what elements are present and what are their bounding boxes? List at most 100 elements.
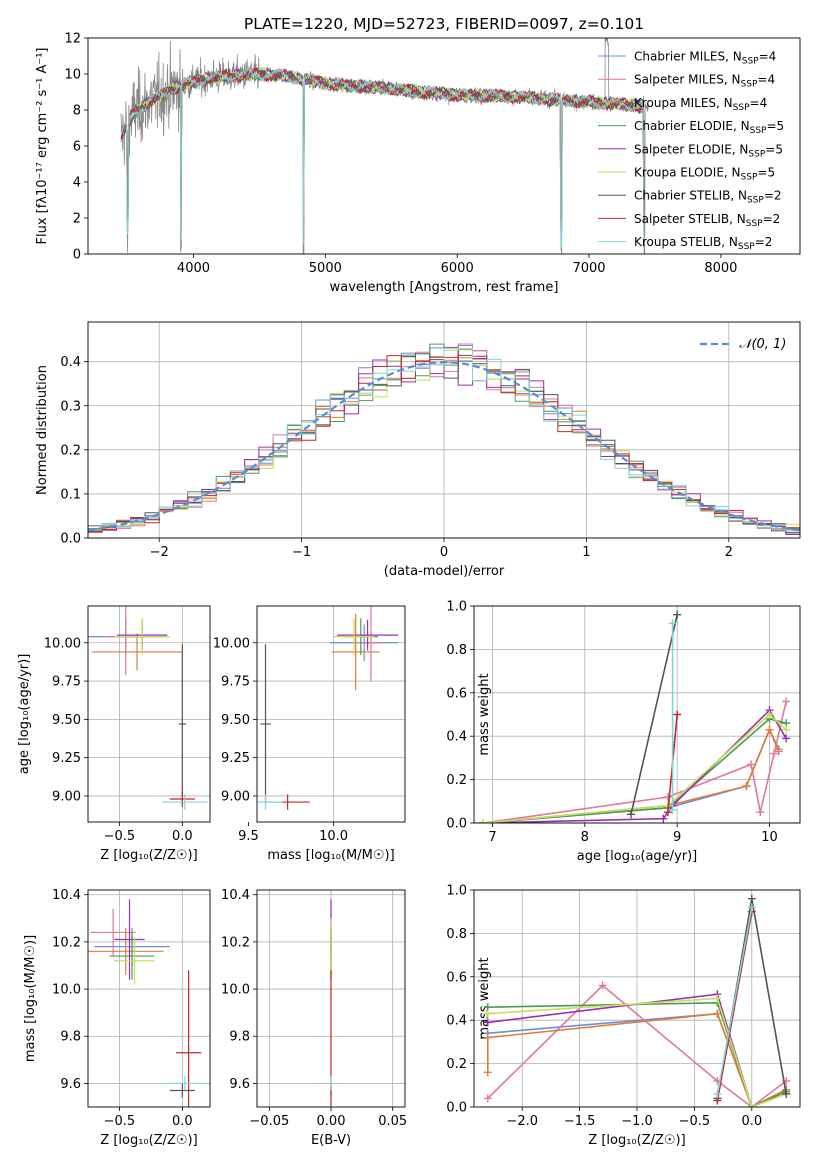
model-spectrum-line <box>120 66 645 242</box>
mass_weight_vs_Z-ytick-label: 0.2 <box>446 1057 467 1072</box>
figure-title: PLATE=1220, MJD=52723, FIBERID=0097, z=0… <box>244 15 644 33</box>
age_vs_mass-xtick-label: 10.0 <box>319 829 348 844</box>
mass-weight-marker <box>713 1089 722 1098</box>
residuals-xtick-label: 1 <box>582 545 590 560</box>
residuals-xtick-label: 0 <box>440 545 448 560</box>
mass-weight-marker <box>483 1068 492 1077</box>
mass-weight-marker <box>782 734 791 743</box>
mass_vs_Z-ytick-label: 9.6 <box>60 1077 81 1092</box>
mass_vs_Z-frame <box>87 889 211 1108</box>
spectrum-panel: 4000 5000 6000 7000 8000 0 2 4 6 8 10 12 wavelength … <box>35 32 801 295</box>
mass_weight_vs_age-ylabel: mass weight <box>477 673 492 755</box>
residuals-ylabel: Normed distribution <box>35 365 50 495</box>
age_vs_Z-ylabel: age [log₁₀(age/yr)] <box>17 654 32 775</box>
mass_weight_vs_age-ytick-label: 0.0 <box>446 817 467 832</box>
mass-weight-line <box>716 907 753 1095</box>
mass-weight-line <box>716 911 753 1101</box>
age_vs_mass-ytick-label: 9.00 <box>221 789 250 804</box>
spectrum-ytick-label: 0 <box>73 248 81 263</box>
spectrum-plot-area <box>120 38 649 254</box>
legend-entry: Salpeter ELODIE, NSSP=5 <box>634 142 783 159</box>
spectrum-frame <box>87 37 801 255</box>
residuals-xtick-label: −1 <box>292 545 311 560</box>
legend-entry: Chabrier STELIB, NSSP=2 <box>634 189 782 206</box>
mass-weight-marker <box>782 697 791 706</box>
mass_vs_ebv-xlabel: E(B-V) <box>311 1133 351 1148</box>
mass_weight_vs_age-panel: 7 8 9 10 0.0 0.2 0.4 0.6 0.8 1.0 age [log₁₀(age/yr… <box>446 600 801 864</box>
mass-weight-marker <box>742 782 751 791</box>
mass_vs_Z-ytick-label: 10.2 <box>52 935 81 950</box>
mass_weight_vs_Z-xlabel: Z [log₁₀(Z/Z☉)] <box>588 1133 685 1148</box>
spectrum-ytick-label: 10 <box>64 68 81 83</box>
age_vs_mass-frame <box>256 605 406 823</box>
mass-weight-marker <box>673 610 682 619</box>
mass_weight_vs_Z-ytick-label: 0.4 <box>446 1014 467 1029</box>
mass-weight-marker <box>668 805 677 814</box>
mass-weight-marker <box>774 747 783 756</box>
mass-weight-marker <box>668 619 677 628</box>
observed-spectrum-line <box>120 38 649 254</box>
mass_vs_Z-ytick-label: 10.0 <box>52 983 81 998</box>
mass-weight-line <box>483 708 787 823</box>
mass_vs_ebv-panel: −0.05 0.00 0.05 9.6 9.8 10.0 10.2 10.4 E(B-V) <box>221 888 407 1148</box>
mass-weight-marker <box>747 760 756 769</box>
mass_weight_vs_Z-xtick-label: 0.0 <box>741 1114 762 1129</box>
mass_vs_Z-plot-area <box>88 899 204 1107</box>
residuals-xtick-label: 2 <box>725 545 733 560</box>
mass_vs_ebv-xtick-label: 0.05 <box>378 1114 407 1129</box>
mass_weight_vs_Z-frame <box>473 889 801 1108</box>
legend-entry: Kroupa STELIB, NSSP=2 <box>634 235 772 252</box>
mass-weight-marker <box>483 1094 492 1103</box>
mass_vs_ebv-ytick-label: 10.4 <box>221 888 250 903</box>
age_vs_Z-ytick-label: 9.50 <box>52 713 81 728</box>
mass_weight_vs_Z-xtick-label: −1.5 <box>564 1114 596 1129</box>
mass-weight-marker <box>626 810 635 819</box>
legend-entry: Chabrier MILES, NSSP=4 <box>634 50 776 67</box>
mass_weight_vs_Z-ytick-label: 1.0 <box>446 884 467 899</box>
legend-entry: Kroupa MILES, NSSP=4 <box>634 96 767 113</box>
mass-weight-marker <box>765 710 774 719</box>
mass-weight-line <box>487 997 787 1107</box>
normal-reference-curve <box>88 360 800 532</box>
legend-entry: Chabrier ELODIE, NSSP=5 <box>634 119 784 136</box>
age_vs_Z-plot-area <box>88 606 208 810</box>
mass_weight_vs_Z-plot-area <box>483 894 791 1107</box>
mass-weight-marker <box>770 749 779 758</box>
mass-weight-line <box>483 701 787 823</box>
mass_weight_vs_Z-ylabel: mass weight <box>477 957 492 1039</box>
mass_vs_ebv-ytick-label: 9.8 <box>229 1030 250 1045</box>
residuals-ytick-label: 0.0 <box>60 532 81 547</box>
mass_weight_vs_age-xtick-label: 7 <box>488 830 496 845</box>
mass-weight-marker <box>483 1009 492 1018</box>
model-spectrum-line <box>120 67 645 249</box>
mass_weight_vs_Z-ytick-label: 0.8 <box>446 927 467 942</box>
mass_vs_ebv-ytick-label: 10.0 <box>221 983 250 998</box>
mass_vs_ebv-xtick-label: 0.00 <box>317 1114 346 1129</box>
mass-weight-marker <box>747 903 756 912</box>
residuals-ytick-label: 0.4 <box>60 355 81 370</box>
spectrum-xtick-label: 8000 <box>704 261 737 276</box>
residuals-frame <box>87 321 801 539</box>
age_vs_mass-xlabel: mass [log₁₀(M/M☉)] <box>267 848 394 863</box>
age_vs_Z-frame <box>87 605 211 823</box>
age_vs_mass-ytick-label: 9.75 <box>221 675 250 690</box>
mass-weight-marker <box>747 1103 756 1107</box>
mass_weight_vs_age-xlabel: age [log₁₀(age/yr)] <box>577 849 698 864</box>
mass-weight-line <box>483 717 787 823</box>
age_vs_mass-ytick-label: 9.25 <box>221 751 250 766</box>
legend-entry: Kroupa ELODIE, NSSP=5 <box>634 166 775 183</box>
age_vs_Z-ytick-label: 10.00 <box>44 636 81 651</box>
mass-weight-marker <box>673 710 682 719</box>
mass-weight-marker <box>483 1018 492 1027</box>
mass_weight_vs_Z-ytick-label: 0.6 <box>446 970 467 985</box>
residuals-xlabel: (data-model)/error <box>384 564 505 579</box>
mass_weight_vs_Z-panel: −2.0 −1.5 −1.0 −0.5 0.0 0.0 0.2 0.4 0.6 0.8 1.0 Z [… <box>446 884 801 1148</box>
mass_vs_Z-xtick-label: 0.0 <box>172 1114 193 1129</box>
age_vs_Z-ytick-label: 9.75 <box>52 675 81 690</box>
age_vs_Z-panel: −0.5 0.0 9.00 9.25 9.50 9.75 10.00 Z [log₁₀(Z/Z… <box>17 605 211 863</box>
mass_weight_vs_Z-xtick-label: −0.5 <box>679 1114 711 1129</box>
spectrum-xlabel: wavelength [Angstrom, rest frame] <box>330 280 559 295</box>
mass_vs_Z-ytick-label: 10.4 <box>52 888 81 903</box>
spectrum-xtick-label: 5000 <box>309 261 342 276</box>
age_vs_mass-ytick-label: 10.00 <box>213 636 250 651</box>
